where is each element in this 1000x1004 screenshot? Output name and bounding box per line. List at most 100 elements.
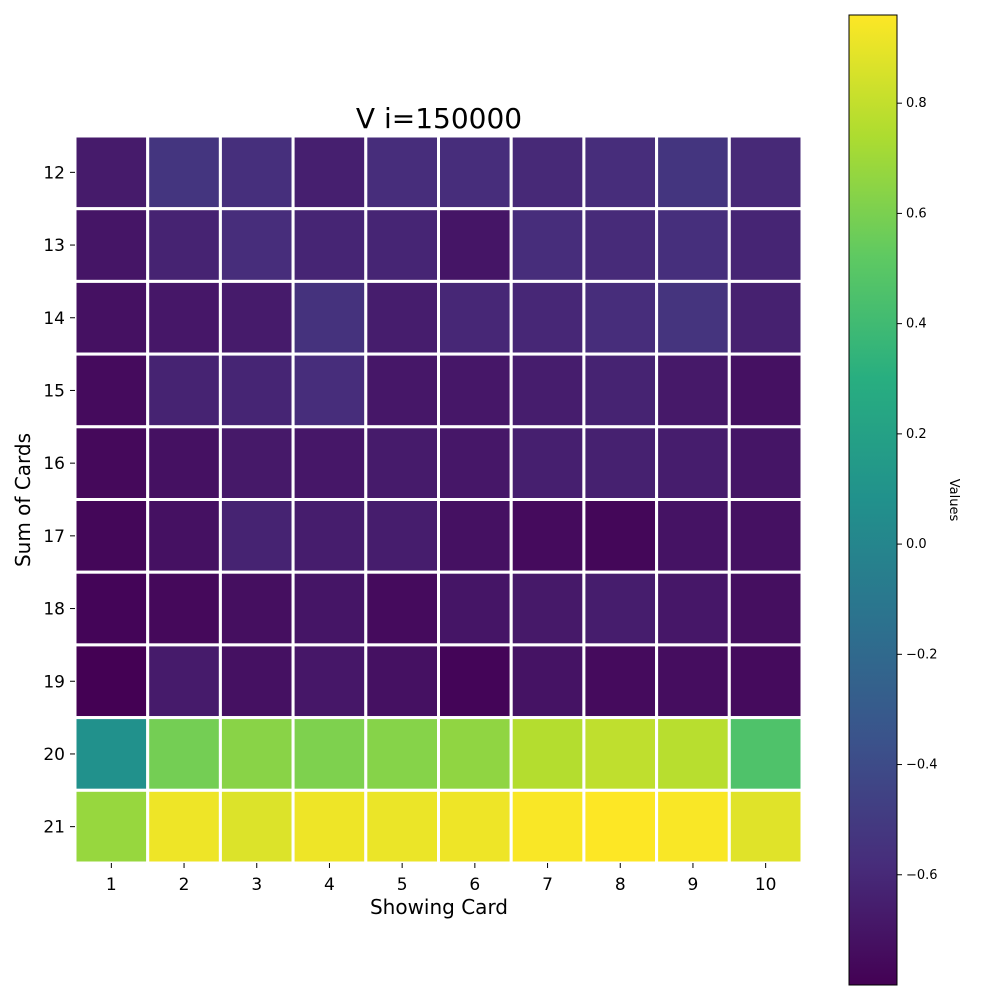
heatmap-cell-20-6 [437,716,513,792]
heatmap-cell-16-1 [73,425,150,501]
heatmap-cell-18-4 [291,570,368,647]
x-tick-label: 7 [542,875,553,895]
x-axis-label: Showing Card [370,895,508,919]
heatmap-cell-14-7 [509,279,586,356]
heatmap-cell-13-4 [291,207,368,283]
y-tick-label: 12 [43,163,65,183]
heatmap-cell-14-8 [582,279,659,356]
colorbar-tick-label: 0.4 [906,317,927,332]
colorbar-tick-label: −0.2 [906,647,938,662]
heatmap-cell-14-1 [73,279,150,356]
x-tick-label: 8 [615,875,626,895]
heatmap-cell-13-2 [146,207,222,283]
heatmap-cell-15-4 [291,352,368,429]
heatmap-cell-15-6 [437,352,513,429]
heatmap-cell-19-9 [655,643,731,720]
heatmap-cell-20-7 [509,716,586,792]
x-tick-label: 6 [469,875,480,895]
heatmap-cell-20-4 [291,716,368,792]
heatmap-cell-20-5 [364,716,440,792]
heatmap-cell-17-1 [73,498,150,574]
heatmap-cell-12-1 [73,134,150,211]
heatmap-cell-14-9 [655,279,731,356]
heatmap-cell-16-9 [655,425,731,501]
heatmap-cell-13-5 [364,207,440,283]
heatmap-cell-12-4 [291,134,368,211]
x-tick-label: 3 [251,875,262,895]
x-tick-label: 10 [755,875,777,895]
heatmap-cell-18-3 [218,570,295,647]
colorbar-tick-label: −0.4 [906,758,938,773]
heatmap-cell-15-7 [509,352,586,429]
heatmap-cell-16-5 [364,425,440,501]
y-tick-label: 21 [43,818,65,838]
heatmap-cell-20-2 [146,716,222,792]
heatmap-cell-20-9 [655,716,731,792]
x-tick-label: 4 [324,875,335,895]
heatmap-cell-15-1 [73,352,150,429]
colorbar-tick-label: −0.6 [906,868,938,883]
heatmap-cell-15-10 [727,352,804,429]
heatmap-cell-19-8 [582,643,659,720]
heatmap-cell-17-10 [727,498,804,574]
heatmap-cell-16-3 [218,425,295,501]
heatmap-cells [73,134,804,865]
heatmap-cell-12-9 [655,134,731,211]
heatmap-cell-16-6 [437,425,513,501]
heatmap-cell-21-3 [218,788,295,865]
heatmap-cell-15-3 [218,352,295,429]
heatmap-cell-15-9 [655,352,731,429]
heatmap-cell-16-10 [727,425,804,501]
heatmap-cell-21-4 [291,788,368,865]
heatmap-cell-21-9 [655,788,731,865]
heatmap-cell-19-7 [509,643,586,720]
heatmap-cell-13-1 [73,207,150,283]
heatmap-cell-18-9 [655,570,731,647]
heatmap-cell-21-7 [509,788,586,865]
x-tick-label: 9 [688,875,699,895]
y-tick-label: 17 [43,527,65,547]
y-tick-label: 16 [43,454,65,474]
heatmap-cell-14-4 [291,279,368,356]
heatmap-cell-12-2 [146,134,222,211]
heatmap-cell-12-3 [218,134,295,211]
heatmap-cell-13-7 [509,207,586,283]
heatmap-cell-17-8 [582,498,659,574]
colorbar-tick-label: 0.8 [906,96,927,111]
heatmap-cell-14-2 [146,279,222,356]
heatmap-cell-17-3 [218,498,295,574]
heatmap-cell-13-10 [727,207,804,283]
heatmap-cell-19-1 [73,643,150,720]
y-tick-label: 19 [43,672,65,692]
colorbar-tick-label: 0.2 [906,427,927,442]
heatmap-cell-17-5 [364,498,440,574]
heatmap-cell-21-5 [364,788,440,865]
heatmap-cell-21-1 [73,788,150,865]
heatmap-cell-17-7 [509,498,586,574]
y-tick-label: 20 [43,745,65,765]
y-tick-label: 14 [43,309,65,329]
heatmap-cell-15-2 [146,352,222,429]
heatmap-cell-18-2 [146,570,222,647]
heatmap-cell-14-5 [364,279,440,356]
y-tick-label: 13 [43,236,65,256]
heatmap-cell-18-5 [364,570,440,647]
heatmap-cell-12-5 [364,134,440,211]
heatmap-cell-13-9 [655,207,731,283]
x-tick-label: 5 [397,875,408,895]
heatmap-cell-17-2 [146,498,222,574]
heatmap-cell-18-7 [509,570,586,647]
heatmap-cell-18-10 [727,570,804,647]
heatmap-cell-14-6 [437,279,513,356]
heatmap-cell-16-8 [582,425,659,501]
heatmap-cell-16-4 [291,425,368,501]
colorbar-label: Values [946,479,961,522]
heatmap-cell-17-6 [437,498,513,574]
y-axis-label: Sum of Cards [11,433,35,567]
heatmap-cell-12-6 [437,134,513,211]
heatmap-cell-19-6 [437,643,513,720]
heatmap-cell-19-5 [364,643,440,720]
x-axis-ticks: 1 2 3 4 5 6 7 8 9 10 [106,863,777,895]
